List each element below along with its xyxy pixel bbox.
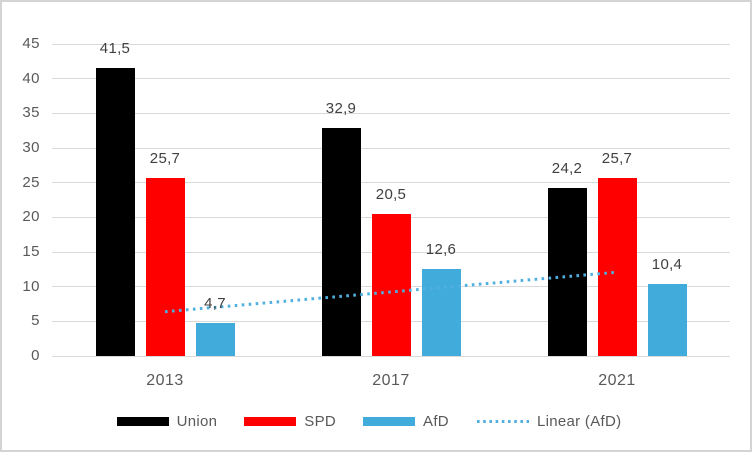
legend-item-linear-afd: Linear (AfD) <box>476 413 621 430</box>
gridline-y-25 <box>52 182 730 184</box>
gridline-y-30 <box>52 147 730 149</box>
chart-legend: Union SPD AfD Linear (AfD) <box>2 413 736 430</box>
gridline-y-45 <box>52 43 730 45</box>
legend-label-union: Union <box>176 413 218 430</box>
legend-swatch-union <box>116 417 169 426</box>
legend-swatch-linear-afd-dotted-line <box>476 420 529 423</box>
bar-afd-2013 <box>195 323 235 356</box>
y-axis-tick-25: 25 <box>22 173 40 191</box>
legend-item-union: Union <box>116 413 218 430</box>
x-axis-label-2021: 2021 <box>598 372 636 389</box>
y-axis-tick-5: 5 <box>31 312 40 330</box>
legend-label-afd: AfD <box>423 413 449 430</box>
data-label-spd-2021: 25,7 <box>601 149 633 167</box>
y-axis-tick-15: 15 <box>22 243 40 260</box>
bar-spd-2021 <box>597 177 637 356</box>
data-label-afd-2013: 4,7 <box>204 295 226 313</box>
x-axis-label-2017: 2017 <box>372 372 410 389</box>
bar-spd-2013 <box>145 177 185 356</box>
y-axis-tick-0: 0 <box>31 347 40 364</box>
legend-swatch-afd <box>363 417 416 426</box>
y-axis-tick-30: 30 <box>22 139 40 156</box>
data-label-spd-2017: 20,5 <box>375 185 407 203</box>
y-axis-tick-20: 20 <box>22 208 40 226</box>
y-axis-tick-35: 35 <box>22 104 40 122</box>
legend-item-afd: AfD <box>363 413 449 430</box>
data-label-afd-2021: 10,4 <box>651 255 683 273</box>
legend-item-spd: SPD <box>244 413 336 430</box>
data-label-union-2013: 41,5 <box>99 40 131 58</box>
data-label-spd-2013: 25,7 <box>149 149 181 167</box>
data-label-union-2017: 32,9 <box>325 99 357 117</box>
y-axis-tick-45: 45 <box>22 35 40 52</box>
legend-label-linear-afd: Linear (AfD) <box>536 413 622 430</box>
bar-union-2017 <box>321 127 361 356</box>
legend-label-spd: SPD <box>304 413 337 430</box>
y-axis-tick-10: 10 <box>22 277 40 295</box>
bar-union-2013 <box>95 68 135 356</box>
x-axis-line <box>52 355 730 357</box>
data-label-union-2021: 24,2 <box>551 160 583 178</box>
y-axis-tick-40: 40 <box>22 69 40 87</box>
data-label-afd-2017: 12,6 <box>425 240 457 258</box>
gridline-y-40 <box>52 78 730 80</box>
x-axis-label-2013: 2013 <box>146 372 184 389</box>
gridline-y-35 <box>52 112 730 114</box>
bar-afd-2021 <box>647 283 687 356</box>
legend-swatch-spd <box>244 417 297 426</box>
